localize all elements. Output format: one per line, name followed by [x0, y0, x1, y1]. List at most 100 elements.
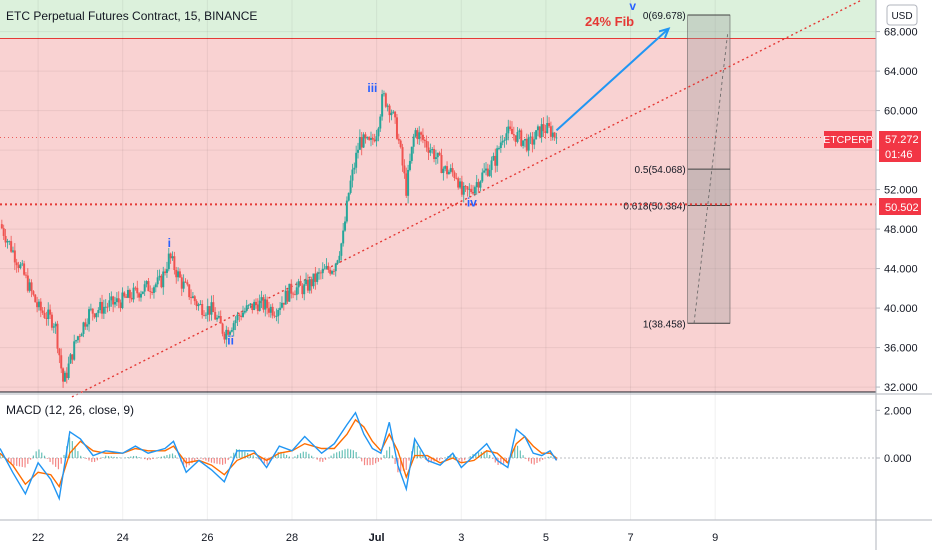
candle-body [41, 310, 44, 313]
candle-body [63, 372, 66, 382]
candle-body [447, 171, 450, 175]
candle-body [91, 308, 94, 314]
candle-body [444, 166, 447, 169]
candle-body [284, 290, 287, 305]
candle-body [108, 300, 111, 307]
candle-body [535, 130, 538, 140]
currency-button[interactable]: USD [886, 4, 918, 26]
candle-body [340, 243, 343, 256]
chart-title: ETC Perpetual Futures Contract, 15, BINA… [6, 9, 257, 23]
candle-body [15, 262, 18, 266]
candle-body [123, 292, 126, 297]
candle-body [538, 126, 541, 138]
candle-body [169, 253, 172, 259]
candle-body [536, 126, 539, 131]
candle-body [377, 128, 380, 137]
candle-body [223, 333, 226, 340]
candle-body [522, 140, 525, 146]
candle-body [425, 141, 428, 148]
candle-body [481, 172, 484, 182]
candle-body [13, 250, 16, 263]
candle-body [102, 306, 105, 314]
candle-body [336, 260, 339, 264]
fib-retracement[interactable]: 0(69.678) 0.5(54.068) 0.618(50.384) 1(38.45… [623, 11, 731, 330]
support-level-badge: 50.502 [879, 198, 921, 215]
candle-body [499, 142, 502, 149]
candle-body [327, 265, 330, 270]
wave-label-v: v [629, 0, 636, 13]
candle-body [334, 263, 337, 272]
candle-body [114, 302, 117, 305]
candle-body [290, 283, 293, 294]
candle-body [501, 140, 504, 143]
candle-body [344, 221, 347, 231]
price-tick-label: 48.000 [884, 224, 918, 236]
candle-body [301, 285, 304, 295]
candle-body [69, 354, 72, 364]
candle-body [420, 132, 423, 135]
candle-body [555, 137, 558, 139]
candle-body [26, 275, 29, 291]
candle-body [399, 140, 402, 148]
candle-body [386, 105, 389, 107]
candle-body [275, 316, 278, 317]
candle-body [529, 136, 532, 138]
candle-body [19, 264, 22, 269]
candle-body [17, 265, 20, 269]
candle-body [342, 230, 345, 244]
candle-body [188, 284, 191, 298]
candle-body [297, 281, 300, 288]
candle-body [314, 273, 317, 282]
candle-body [325, 265, 328, 269]
candle-body [490, 160, 493, 171]
candle-body [375, 136, 378, 142]
candle-body [468, 188, 471, 190]
candle-body [65, 372, 68, 379]
candle-body [2, 228, 5, 236]
candle-body [433, 149, 436, 160]
candle-body [479, 181, 482, 188]
time-tick-label: 3 [458, 532, 464, 544]
currency-label: USD [891, 11, 912, 22]
zone-red [0, 38, 876, 392]
projection-arrow [555, 27, 670, 132]
candle-body [191, 296, 194, 299]
candle-body [80, 333, 83, 337]
candle-body [546, 123, 549, 133]
fib-diagonal [693, 31, 729, 324]
candle-body [360, 137, 363, 148]
candle-body [364, 134, 367, 139]
trendline-layer[interactable] [0, 0, 876, 398]
candle-body [190, 297, 193, 299]
candle-body [117, 298, 120, 303]
candle-body [548, 123, 551, 127]
candle-body [345, 200, 348, 222]
candle-body [104, 306, 107, 308]
candle-body [329, 269, 332, 274]
candle-body [95, 313, 98, 318]
price-badge-countdown: 01:46 [885, 149, 913, 161]
candle-body [167, 253, 170, 270]
time-tick-label: 24 [117, 532, 129, 544]
candle-body [321, 268, 324, 274]
candle-body [199, 304, 202, 305]
candle-body [84, 322, 87, 327]
candle-body [132, 287, 135, 300]
candle-body [34, 294, 37, 303]
candle-body [6, 241, 9, 243]
price-badge-symbol: ETCPERP [823, 134, 873, 146]
macd-tick-label: 0.000 [884, 453, 912, 465]
price-tick-label: 32.000 [884, 382, 918, 394]
price-badge-value: 57.272 [885, 134, 919, 146]
candle-body [101, 301, 104, 314]
candle-body [128, 289, 131, 298]
candle-body [203, 315, 206, 316]
candle-body [316, 273, 319, 282]
candle-body [527, 137, 530, 151]
candle-body [52, 326, 55, 328]
candle-body [115, 298, 118, 303]
candle-body [347, 192, 350, 201]
candle-body [312, 273, 315, 287]
candle-body [446, 166, 449, 175]
